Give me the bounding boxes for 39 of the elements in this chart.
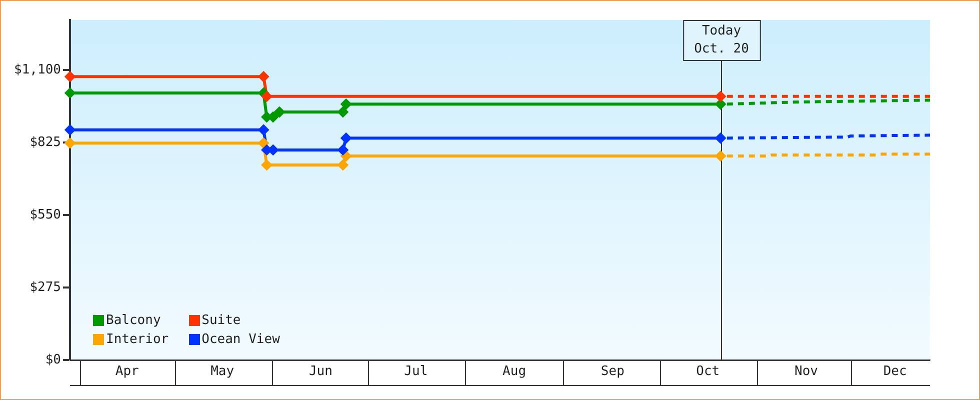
point — [274, 106, 284, 117]
point — [338, 106, 348, 117]
y-tick-label: $825 — [30, 134, 61, 150]
legend-label: Balcony — [106, 313, 161, 328]
point — [258, 72, 269, 82]
point — [716, 151, 726, 161]
point — [65, 72, 75, 82]
point — [338, 144, 348, 155]
point — [258, 138, 269, 148]
point — [341, 99, 352, 110]
point — [341, 133, 352, 144]
x-tick-label: Sep — [600, 364, 625, 380]
point — [65, 88, 75, 98]
x-tick-label: Aug — [502, 364, 526, 380]
point — [716, 133, 726, 144]
y-tick-label: $275 — [30, 280, 61, 295]
point — [65, 124, 75, 135]
x-tick-label: Nov — [794, 364, 818, 380]
point — [65, 138, 75, 148]
x-tick-label: May — [210, 364, 234, 380]
point — [258, 124, 269, 135]
point — [338, 160, 348, 170]
point — [716, 91, 726, 102]
legend-label: Interior — [106, 332, 169, 347]
y-tick-label: $0 — [45, 352, 61, 368]
x-tick-label: Apr — [115, 364, 140, 380]
x-tick-label: Jun — [308, 364, 332, 380]
x-tick-label: Jul — [404, 364, 428, 380]
ref-line-label: Today Oct. 20 — [694, 23, 749, 56]
y-tick-label: $550 — [30, 207, 61, 222]
point — [716, 99, 726, 110]
legend-label: Suite — [202, 313, 241, 328]
point — [341, 151, 352, 161]
point — [262, 160, 272, 170]
legend-label: Ocean View — [202, 332, 280, 347]
y-tick-label: $1,100 — [14, 62, 61, 78]
x-tick-label: Dec — [883, 364, 907, 380]
x-tick-label: Oct — [696, 364, 720, 380]
point — [262, 91, 272, 102]
